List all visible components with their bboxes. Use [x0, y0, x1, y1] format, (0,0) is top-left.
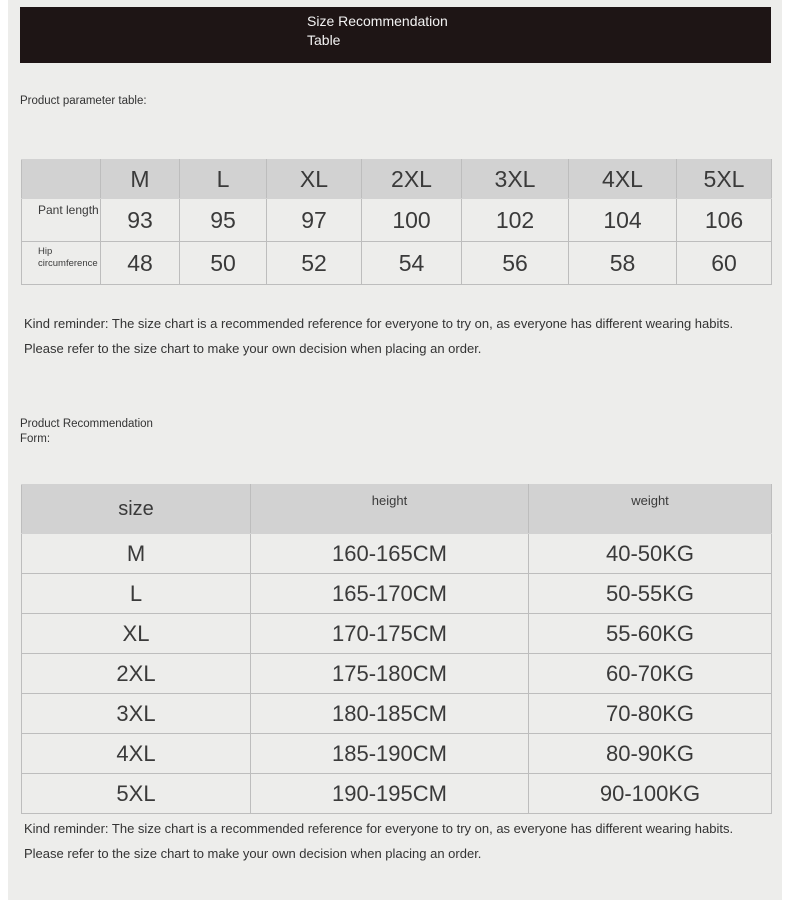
weight-cell: 40-50KG — [528, 533, 772, 574]
row-label: Pant length — [21, 198, 101, 242]
param-table-label: Product parameter table: — [20, 95, 147, 107]
size-header: 4XL — [568, 159, 677, 199]
height-cell: 190-195CM — [250, 773, 529, 814]
value-cell: 100 — [361, 198, 462, 242]
corner-cell — [21, 159, 101, 199]
recommendation-form-label: Product Recommendation Form: — [20, 418, 153, 445]
title-line-1: Size Recommendation — [307, 13, 448, 29]
value-cell: 106 — [676, 198, 772, 242]
weight-cell: 50-55KG — [528, 573, 772, 614]
title-line-2: Table — [307, 32, 341, 48]
table-row: L 165-170CM 50-55KG — [21, 573, 772, 614]
size-header: 3XL — [461, 159, 569, 199]
value-cell: 97 — [266, 198, 362, 242]
value-cell: 95 — [179, 198, 267, 242]
height-column-header: height — [250, 484, 529, 534]
height-cell: 185-190CM — [250, 733, 529, 774]
header-row: size height weight — [21, 484, 772, 534]
table-row: 2XL 175-180CM 60-70KG — [21, 653, 772, 694]
table-row: 5XL 190-195CM 90-100KG — [21, 773, 772, 814]
size-header-row: M L XL 2XL 3XL 4XL 5XL — [21, 159, 772, 199]
table-row: XL 170-175CM 55-60KG — [21, 613, 772, 654]
size-column-header: size — [21, 484, 251, 534]
table-row: 3XL 180-185CM 70-80KG — [21, 693, 772, 734]
value-cell: 50 — [179, 241, 267, 285]
kind-reminder: Kind reminder: The size chart is a recom… — [24, 316, 734, 356]
value-cell: 104 — [568, 198, 677, 242]
size-cell: L — [21, 573, 251, 614]
size-header: 2XL — [361, 159, 462, 199]
table-row: 4XL 185-190CM 80-90KG — [21, 733, 772, 774]
weight-cell: 70-80KG — [528, 693, 772, 734]
size-header: 5XL — [676, 159, 772, 199]
value-cell: 60 — [676, 241, 772, 285]
size-header: M — [100, 159, 180, 199]
weight-cell: 60-70KG — [528, 653, 772, 694]
height-cell: 175-180CM — [250, 653, 529, 694]
parameter-table: M L XL 2XL 3XL 4XL 5XL Pant length 93 95… — [21, 159, 772, 285]
recommendation-table: size height weight M 160-165CM 40-50KG L 165… — [21, 484, 772, 814]
height-cell: 160-165CM — [250, 533, 529, 574]
weight-cell: 90-100KG — [528, 773, 772, 814]
weight-cell: 80-90KG — [528, 733, 772, 774]
banner-title: Size Recommendation Table — [307, 12, 448, 50]
value-cell: 93 — [100, 198, 180, 242]
size-cell: 4XL — [21, 733, 251, 774]
size-cell: M — [21, 533, 251, 574]
size-cell: 2XL — [21, 653, 251, 694]
table-row: Pant length 93 95 97 100 102 104 106 — [21, 198, 772, 242]
weight-cell: 55-60KG — [528, 613, 772, 654]
table-row: M 160-165CM 40-50KG — [21, 533, 772, 574]
size-header: L — [179, 159, 267, 199]
height-cell: 170-175CM — [250, 613, 529, 654]
kind-reminder-bottom: Kind reminder: The size chart is a recom… — [24, 821, 734, 861]
size-cell: XL — [21, 613, 251, 654]
table-row: Hip circumference 48 50 52 54 56 58 60 — [21, 241, 772, 285]
title-banner: Size Recommendation Table — [20, 7, 771, 63]
size-cell: 3XL — [21, 693, 251, 734]
weight-column-header: weight — [528, 484, 772, 534]
size-header: XL — [266, 159, 362, 199]
size-cell: 5XL — [21, 773, 251, 814]
value-cell: 54 — [361, 241, 462, 285]
value-cell: 58 — [568, 241, 677, 285]
row-label: Hip circumference — [21, 241, 101, 285]
value-cell: 48 — [100, 241, 180, 285]
value-cell: 52 — [266, 241, 362, 285]
height-cell: 180-185CM — [250, 693, 529, 734]
height-cell: 165-170CM — [250, 573, 529, 614]
value-cell: 102 — [461, 198, 569, 242]
value-cell: 56 — [461, 241, 569, 285]
